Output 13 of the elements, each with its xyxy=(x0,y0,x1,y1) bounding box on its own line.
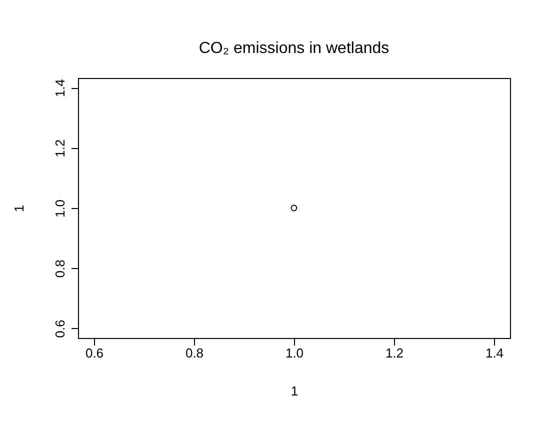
y-tick-label: 0.6 xyxy=(52,320,68,338)
x-tick-label: 1.2 xyxy=(385,346,404,360)
y-tick-label: 0.8 xyxy=(52,260,68,278)
x-tick-label: 0.6 xyxy=(85,346,104,360)
y-tick-label: 1.0 xyxy=(52,199,68,218)
y-tick-label: 1.4 xyxy=(52,79,68,98)
y-axis-title: 1 xyxy=(12,204,26,212)
chart-title: CO₂ emissions in wetlands xyxy=(198,40,390,57)
x-tick-label: 0.8 xyxy=(185,346,204,360)
x-tick-label: 1.4 xyxy=(485,346,504,360)
x-tick-label: 1.0 xyxy=(285,346,304,360)
x-axis-title: 1 xyxy=(290,384,298,398)
y-tick-label: 1.2 xyxy=(52,139,68,158)
